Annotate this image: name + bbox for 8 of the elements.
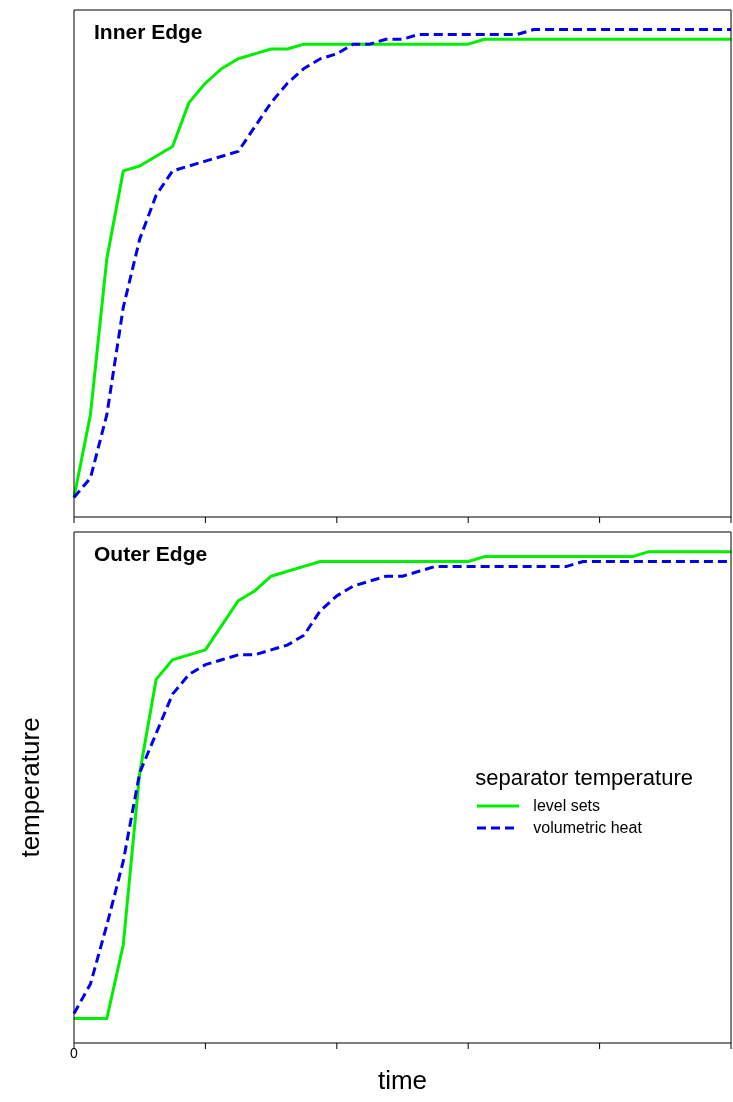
legend-title: separator temperature [475,765,693,791]
y-axis-title: temperature [15,717,46,858]
chart-title: Inner Edge [94,20,203,44]
legend-label: level sets [533,797,601,815]
x-axis-title: time [377,1065,428,1095]
text: 0 [69,1045,79,1061]
chart-title: Outer Edge [94,542,208,566]
legend-label: volumetric heat [533,819,642,837]
